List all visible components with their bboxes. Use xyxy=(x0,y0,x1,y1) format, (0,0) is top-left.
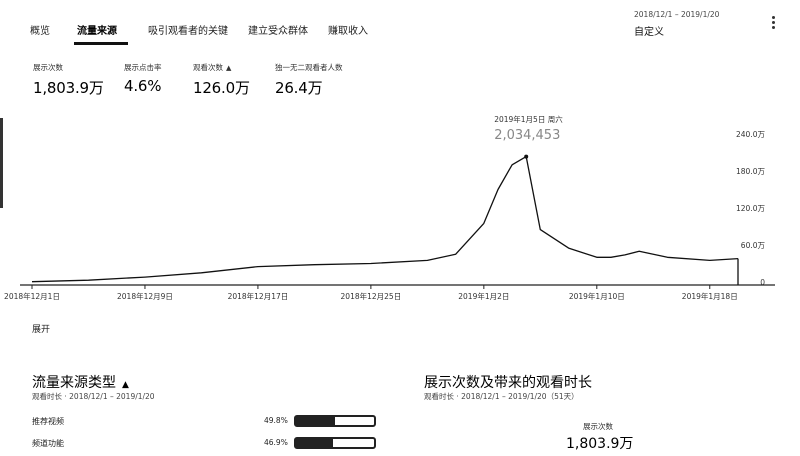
impressions-line-chart[interactable]: 2018年12月1日 2018年12月9日 2018年12月17日 2018年12月2… xyxy=(0,110,800,310)
tab-revenue[interactable]: 赚取收入 xyxy=(328,26,368,37)
x-tick-label: 2018年12月9日 xyxy=(117,291,173,301)
metric-unique-viewers[interactable]: 独一无二观看者人数 26.4万 xyxy=(275,62,343,98)
metric-label: 观看次数 xyxy=(193,63,223,72)
x-tick-label: 2019年1月18日 xyxy=(682,291,738,301)
source-share-bar xyxy=(294,415,376,427)
source-percent: 49.8% xyxy=(264,416,288,425)
impressions-section-subtitle: 观看时长 · 2018/12/1 – 2019/1/20（51天） xyxy=(424,392,579,401)
x-tick-label: 2019年1月10日 xyxy=(569,291,625,301)
tab-overview[interactable]: 概览 xyxy=(30,26,50,37)
source-share-fill xyxy=(296,417,335,425)
source-label: 推荐视频 xyxy=(32,417,64,426)
impressions-stat-label: 展示次数 xyxy=(583,422,613,431)
impressions-stat-value: 1,803.9万 xyxy=(566,436,634,452)
y-tick-label: 120.0万 xyxy=(736,204,765,213)
metric-label: 展示点击率 xyxy=(124,63,162,72)
date-preset-dropdown[interactable]: 自定义 xyxy=(634,27,664,38)
source-label: 频道功能 xyxy=(32,439,64,448)
metric-ctr[interactable]: 展示点击率 4.6% xyxy=(124,62,162,95)
x-tick-label: 2018年12月17日 xyxy=(228,291,289,301)
traffic-source-title-text: 流量来源类型 xyxy=(32,375,116,391)
tab-audience[interactable]: 建立受众群体 xyxy=(248,26,308,37)
metric-value: 4.6% xyxy=(124,77,162,95)
tooltip-value: 2,034,453 xyxy=(494,128,560,143)
y-tick-label: 60.0万 xyxy=(741,241,766,250)
metric-label: 展示次数 xyxy=(33,63,63,72)
tab-engagement[interactable]: 吸引观看者的关键 xyxy=(148,26,228,37)
source-percent: 46.9% xyxy=(264,438,288,447)
x-tick-label: 2018年12月1日 xyxy=(4,291,60,301)
metric-value: 26.4万 xyxy=(275,79,323,97)
source-share-fill xyxy=(296,439,333,447)
traffic-source-row[interactable]: 推荐视频 49.8% xyxy=(32,415,382,429)
traffic-source-title: 流量来源类型 ▲ xyxy=(32,372,129,392)
active-tab-indicator xyxy=(74,42,128,45)
chart-tooltip: 2019年1月5日 周六 2,034,453 xyxy=(494,114,563,159)
metric-label: 独一无二观看者人数 xyxy=(275,63,343,72)
traffic-source-row[interactable]: 频道功能 46.9% xyxy=(32,437,382,451)
x-tick-label: 2019年1月2日 xyxy=(458,291,509,301)
chart-tick-labels: 2018年12月1日 2018年12月9日 2018年12月17日 2018年12月2… xyxy=(4,130,765,301)
tooltip-date: 2019年1月5日 周六 xyxy=(494,114,563,124)
y-tick-label: 0 xyxy=(760,278,765,287)
metric-value: 126.0万 xyxy=(193,79,250,97)
impressions-section-title: 展示次数及带来的观看时长 xyxy=(424,375,592,391)
traffic-source-subtitle: 观看时长 · 2018/12/1 – 2019/1/20 xyxy=(32,392,155,401)
tooltip-point xyxy=(524,154,529,159)
series-line xyxy=(31,155,739,283)
x-tick-label: 2018年12月25日 xyxy=(341,291,402,301)
metric-value: 1,803.9万 xyxy=(33,79,104,97)
chart-series xyxy=(31,155,739,285)
y-tick-label: 180.0万 xyxy=(736,167,765,176)
expand-button[interactable]: 展开 xyxy=(32,325,51,335)
metric-views[interactable]: 观看次数 ▲ 126.0万 xyxy=(193,62,250,98)
metric-impressions[interactable]: 展示次数 1,803.9万 xyxy=(33,62,104,98)
source-share-bar xyxy=(294,437,376,449)
tab-bar: 概览 流量来源 吸引观看者的关键 建立受众群体 赚取收入 xyxy=(0,0,800,46)
warning-icon: ▲ xyxy=(122,380,129,390)
date-range-text[interactable]: 2018/12/1 – 2019/1/20 xyxy=(634,10,720,19)
more-options-icon[interactable] xyxy=(770,16,776,30)
warning-icon: ▲ xyxy=(226,64,232,72)
y-tick-label: 240.0万 xyxy=(736,130,765,139)
tab-traffic-sources[interactable]: 流量来源 xyxy=(77,26,117,37)
side-scroll-indicator xyxy=(0,118,3,208)
